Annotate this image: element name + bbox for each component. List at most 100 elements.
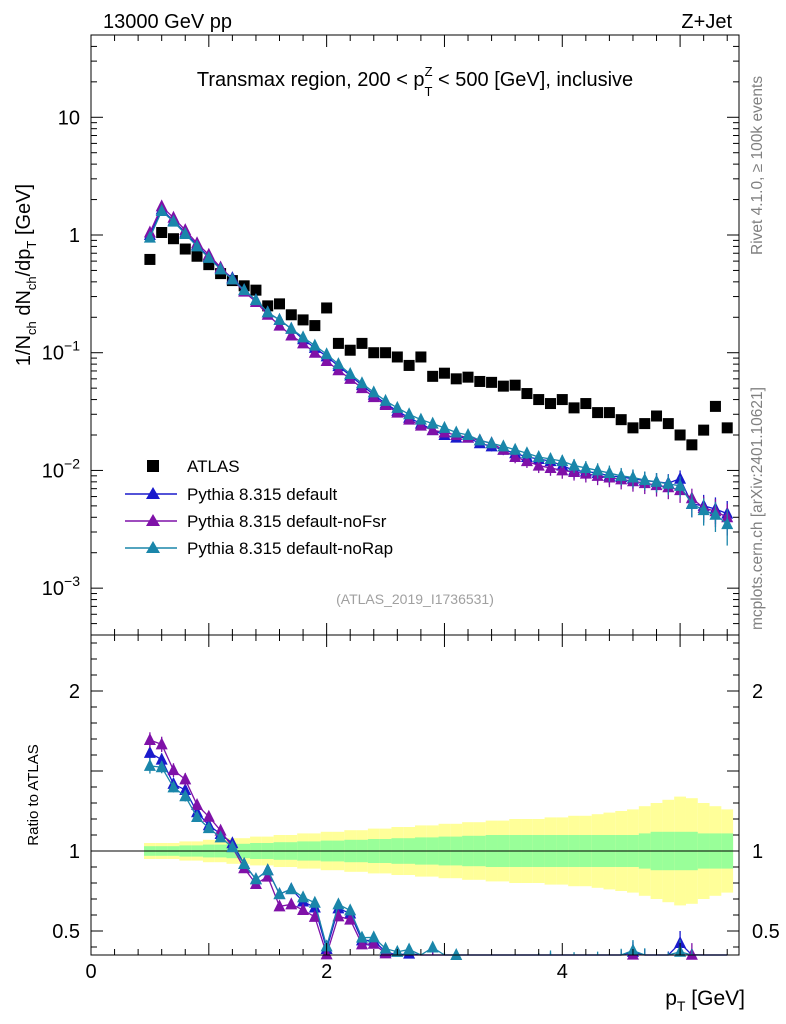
ratio-point: [273, 887, 286, 900]
ratio-point: [155, 752, 168, 765]
y-label-part: 1/N: [13, 335, 35, 366]
ratio-point: [297, 890, 310, 903]
ratio-point: [332, 897, 345, 910]
data-point: [544, 460, 557, 473]
main-plot-marks: [143, 199, 734, 546]
data-point: [179, 243, 191, 255]
ratio-point: [191, 810, 204, 823]
ratio-point: [379, 941, 392, 954]
data-point: [415, 351, 427, 363]
data-point: [556, 394, 568, 406]
data-point: [308, 338, 321, 351]
data-point: [414, 412, 427, 425]
data-point: [297, 314, 309, 326]
ratio-point: [202, 809, 215, 822]
legend-marker-atlas: [147, 460, 159, 472]
ratio-point: [344, 903, 357, 916]
data-point: [662, 476, 675, 489]
series-noRap: [143, 203, 734, 546]
data-point: [556, 463, 569, 476]
data-point: [603, 466, 616, 479]
plot-title-rest: < 500 [GeV], inclusive: [432, 69, 633, 91]
data-point: [438, 367, 450, 379]
ratio-y-tick-label: 0.5: [52, 921, 80, 943]
data-point: [321, 302, 333, 314]
ratio-point: [367, 930, 380, 943]
ratio-point: [450, 948, 463, 960]
data-point: [156, 227, 168, 239]
ratio-y-tick-label-right: 1: [752, 841, 763, 863]
legend-marker-norap: [146, 541, 160, 553]
plot-title-sub: T: [425, 84, 433, 99]
ratio-point: [191, 797, 204, 810]
data-point: [520, 446, 533, 459]
data-point: [674, 429, 686, 441]
y-tick-label-exp: −1: [64, 338, 80, 354]
data-point: [626, 470, 639, 483]
ratio-point: [143, 758, 156, 771]
ratio-point: [308, 895, 321, 908]
data-point: [332, 357, 345, 370]
y-tick-label: 10−3: [42, 573, 80, 600]
plot-title-sup: Z: [425, 64, 433, 79]
ratio-point: [238, 856, 251, 869]
ratio-point: [403, 942, 416, 955]
data-point: [497, 380, 509, 392]
data-point: [721, 517, 734, 530]
data-point: [603, 407, 615, 419]
data-point: [332, 337, 344, 349]
data-point: [568, 402, 580, 414]
ratio-point: [179, 789, 192, 802]
ratio-point: [167, 763, 180, 776]
data-point: [285, 328, 298, 341]
data-point: [368, 347, 380, 359]
data-point: [521, 388, 533, 400]
data-point: [686, 439, 698, 451]
data-point: [473, 433, 486, 446]
data-point: [403, 359, 415, 371]
ratio-point: [214, 823, 227, 836]
data-point: [297, 336, 310, 349]
data-point: [332, 363, 345, 376]
x-tick-label: 0: [85, 961, 96, 983]
data-point: [403, 407, 416, 420]
y-tick-label: 10: [58, 107, 80, 129]
data-point: [721, 422, 733, 434]
y-label-sub: ch: [24, 276, 39, 290]
data-point: [592, 407, 604, 419]
ratio-point: [214, 830, 227, 843]
data-point: [627, 422, 639, 434]
y-tick-label-base: 10: [42, 578, 64, 600]
data-point: [426, 423, 439, 436]
data-point: [509, 379, 521, 391]
data-point: [662, 418, 674, 430]
data-point: [308, 345, 321, 358]
legend-marker-nofsr: [146, 514, 160, 526]
ratio-point: [261, 869, 274, 882]
data-point: [179, 226, 192, 239]
data-point: [344, 344, 356, 356]
plot-title-main: Transmax region, 200 < p: [197, 69, 425, 91]
ratio-y-tick-label-right: 0.5: [752, 921, 780, 943]
x-label-sub: T: [677, 998, 686, 1014]
data-point: [238, 283, 251, 296]
data-point: [355, 376, 368, 389]
data-point: [615, 414, 627, 426]
data-point: [214, 262, 227, 275]
x-label-part: p: [665, 987, 677, 1010]
data-point: [615, 468, 628, 481]
ratio-point: [344, 912, 357, 925]
data-point: [414, 418, 427, 431]
legend: ATLAS Pythia 8.315 default Pythia 8.315 …: [125, 457, 393, 558]
ratio-point: [261, 863, 274, 876]
data-point: [544, 398, 556, 410]
ratio-point: [308, 909, 321, 922]
data-point: [532, 458, 545, 471]
legend-label-nofsr: Pythia 8.315 default-noFsr: [187, 512, 387, 531]
data-point: [155, 203, 168, 216]
y-label-sub: T: [24, 241, 39, 249]
y-axis-label: 1/Nch dNch/dpT [GeV]: [13, 184, 39, 366]
y-tick-label-base: 10: [42, 460, 64, 482]
ratio-point: [367, 936, 380, 949]
